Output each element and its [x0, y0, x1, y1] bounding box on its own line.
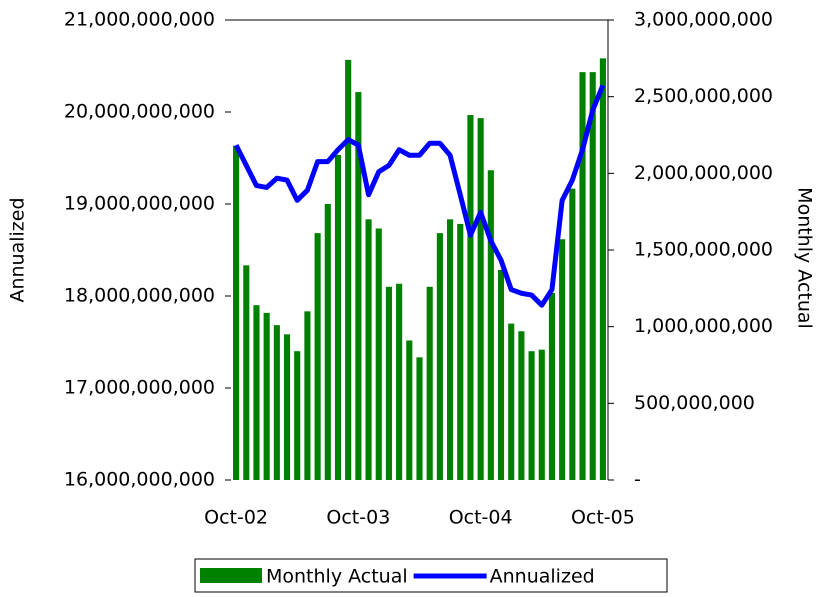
bar [365, 219, 372, 481]
y2-tick-label: 500,000,000 [634, 392, 755, 414]
bar [477, 118, 484, 480]
bar [447, 219, 454, 481]
x-tick-label: Oct-04 [449, 507, 513, 529]
y2-tick-label: 3,000,000,000 [634, 9, 773, 31]
x-tick-label: Oct-05 [571, 507, 635, 529]
y2-axis-title: Monthly Actual [794, 187, 816, 329]
bar [487, 170, 494, 480]
y-tick-label: 18,000,000,000 [64, 285, 215, 307]
bar [569, 188, 576, 480]
bar [324, 204, 331, 480]
bar [334, 154, 342, 480]
y2-tick-label: 2,000,000,000 [634, 162, 773, 184]
x-tick-label: Oct-02 [204, 507, 268, 529]
bar [263, 312, 270, 480]
bar [396, 283, 403, 480]
legend-label: Annualized [490, 566, 595, 588]
y2-tick-label: 1,500,000,000 [634, 239, 773, 261]
bar [416, 357, 423, 480]
bar [457, 223, 464, 480]
bar [304, 311, 311, 480]
bar [294, 351, 301, 480]
bar [233, 145, 240, 480]
y2-tick-label: 1,000,000,000 [634, 315, 773, 337]
bar [599, 58, 606, 480]
bar [589, 72, 596, 480]
x-tick-label: Oct-03 [326, 507, 390, 529]
bar [243, 265, 250, 480]
bar [314, 233, 321, 480]
bar [355, 92, 362, 481]
bar [375, 228, 382, 480]
bar [528, 351, 535, 480]
legend-label: Monthly Actual [266, 566, 408, 588]
y2-tick-label: 2,500,000,000 [634, 85, 773, 107]
bar [548, 292, 556, 480]
y-tick-label: 19,000,000,000 [64, 193, 215, 215]
bar [385, 286, 392, 480]
y-tick-label: 21,000,000,000 [64, 9, 215, 31]
legend-swatch [200, 568, 262, 583]
bar [253, 305, 260, 480]
bar [436, 233, 443, 480]
bar [559, 239, 566, 480]
bar [467, 115, 474, 481]
y-tick-label: 16,000,000,000 [64, 469, 215, 491]
bar [518, 331, 525, 480]
bar [273, 325, 280, 480]
bar [579, 72, 586, 480]
bar [426, 286, 433, 480]
bar [538, 349, 545, 480]
bar [406, 340, 413, 480]
bar [345, 59, 352, 480]
line [233, 84, 606, 308]
y-tick-label: 17,000,000,000 [64, 377, 215, 399]
bar [508, 323, 515, 480]
y2-tick-label: - [634, 469, 641, 491]
bar [497, 269, 505, 480]
y-axis-title: Annualized [7, 197, 29, 302]
bar [283, 334, 291, 480]
y-tick-label: 20,000,000,000 [64, 101, 215, 123]
